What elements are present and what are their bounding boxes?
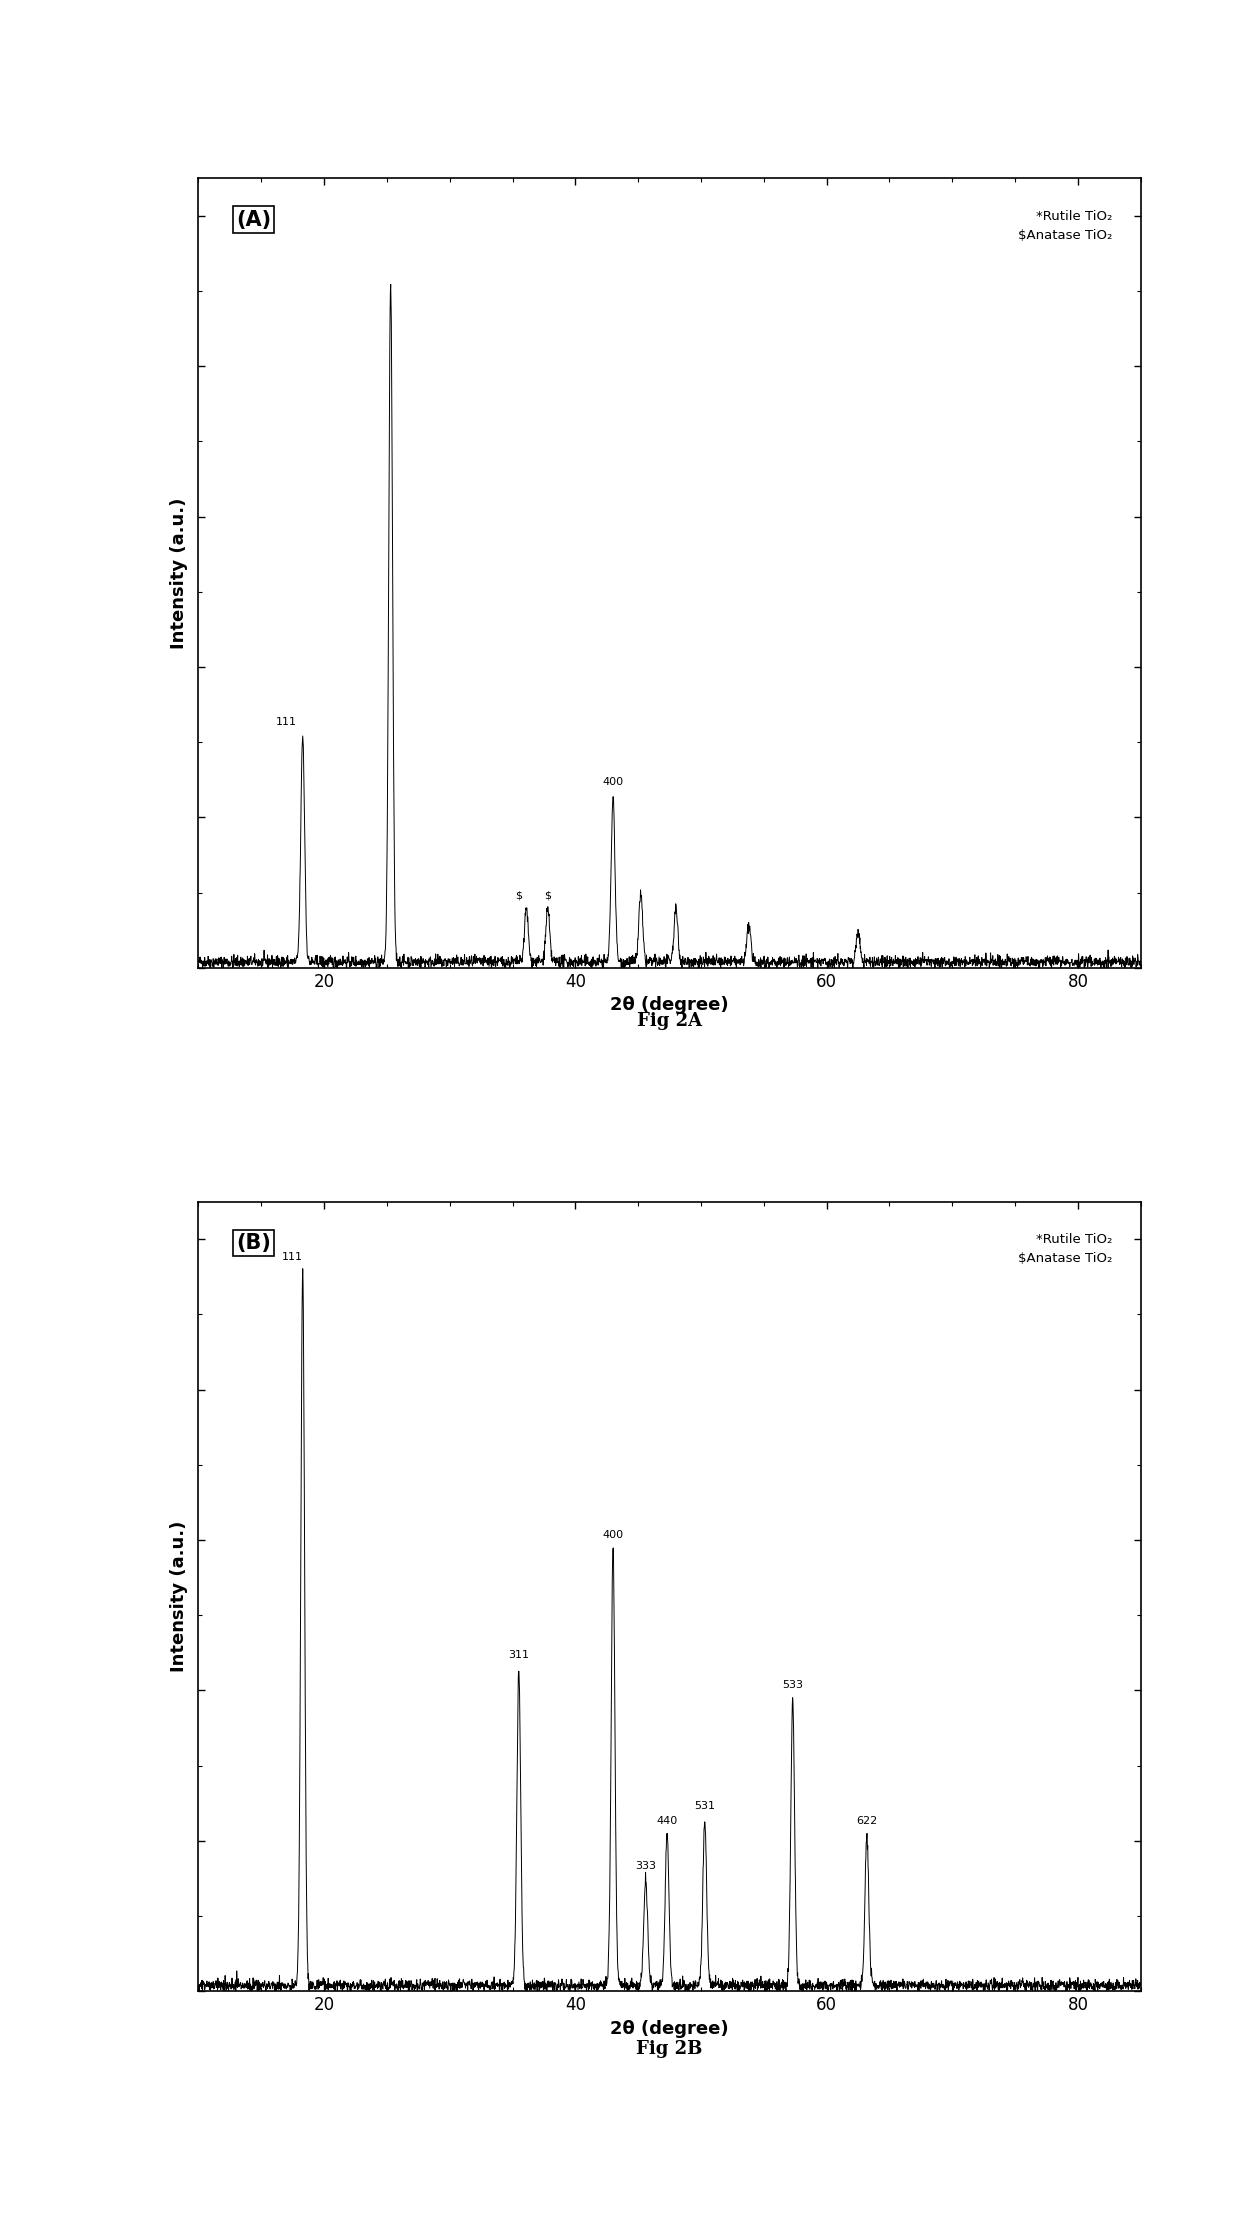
Text: 440: 440 (656, 1816, 678, 1827)
Text: 111: 111 (275, 716, 296, 728)
Text: Fig 2B: Fig 2B (636, 2040, 703, 2058)
Text: 531: 531 (694, 1800, 715, 1811)
Text: (A): (A) (236, 209, 272, 229)
Text: 622: 622 (857, 1816, 878, 1827)
Text: 400: 400 (603, 777, 624, 788)
Text: (B): (B) (236, 1233, 272, 1253)
Text: Fig 2A: Fig 2A (637, 1012, 702, 1030)
X-axis label: 2θ (degree): 2θ (degree) (610, 997, 729, 1015)
Text: 333: 333 (635, 1860, 656, 1871)
X-axis label: 2θ (degree): 2θ (degree) (610, 2020, 729, 2038)
Text: 111: 111 (283, 1253, 303, 1262)
Y-axis label: Intensity (a.u.): Intensity (a.u.) (170, 496, 188, 650)
Text: 311: 311 (508, 1651, 529, 1660)
Text: *Rutile TiO₂
$Anatase TiO₂: *Rutile TiO₂ $Anatase TiO₂ (1018, 209, 1112, 243)
Text: $: $ (516, 890, 522, 901)
Text: *Rutile TiO₂
$Anatase TiO₂: *Rutile TiO₂ $Anatase TiO₂ (1018, 1233, 1112, 1266)
Text: $: $ (544, 890, 552, 901)
Text: 400: 400 (603, 1531, 624, 1540)
Y-axis label: Intensity (a.u.): Intensity (a.u.) (170, 1520, 188, 1673)
Text: 533: 533 (782, 1680, 804, 1691)
